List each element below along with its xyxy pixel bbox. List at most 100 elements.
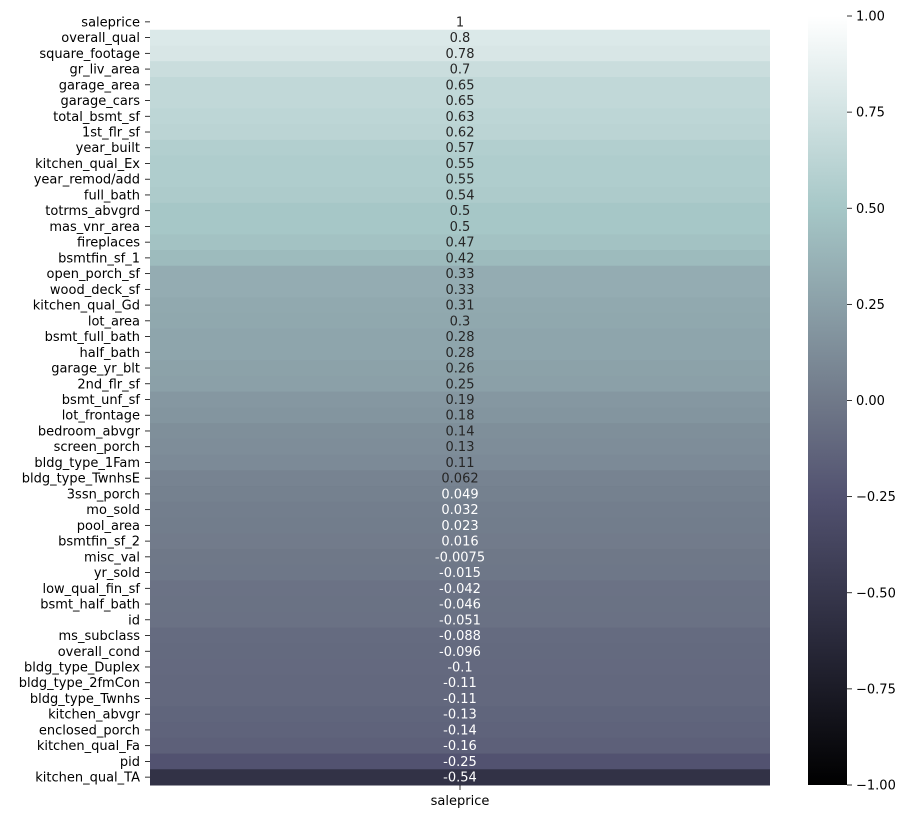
heatmap-cell (150, 407, 770, 424)
heatmap-cell (150, 344, 770, 361)
cell-value-label: 0.11 (446, 456, 475, 471)
cell-value-label: -0.16 (443, 739, 477, 754)
cell-value-label: 1 (456, 15, 464, 30)
y-tick-label: kitchen_abvgr (48, 708, 141, 723)
heatmap-cell (150, 769, 770, 786)
colorbar-tick-label: 0.25 (856, 298, 885, 313)
heatmap-cell (150, 533, 770, 550)
heatmap-cell (150, 187, 770, 204)
y-tick-label: 1st_flr_sf (82, 126, 140, 141)
heatmap-cell (150, 375, 770, 393)
y-tick-label: year_remod/add (34, 173, 140, 188)
heatmap-cell (150, 659, 770, 676)
x-tick-label: saleprice (431, 794, 490, 809)
y-tick-label: bsmtfin_sf_2 (58, 535, 140, 550)
heatmap-cell (150, 548, 770, 566)
cell-value-label: 0.5 (450, 220, 471, 235)
y-tick-label: kitchen_qual_TA (35, 771, 140, 786)
cell-value-label: 0.47 (446, 236, 475, 251)
y-tick-label: bsmt_half_bath (40, 598, 140, 613)
heatmap-cell (150, 281, 770, 298)
y-tick-label: bldg_type_1Fam (34, 456, 140, 471)
heatmap-cell (150, 29, 770, 46)
heatmap-cell (150, 171, 770, 188)
cell-value-label: 0.28 (446, 346, 475, 361)
colorbar-tick-label: 1.00 (856, 10, 885, 25)
cell-value-label: 0.57 (446, 141, 475, 156)
y-tick-label: year_built (76, 141, 140, 156)
cell-value-label: -0.11 (443, 692, 477, 707)
heatmap-cell (150, 753, 770, 770)
cell-value-label: -0.14 (443, 723, 477, 738)
colorbar-tick-label: 0.50 (856, 202, 885, 217)
cell-value-label: -0.096 (439, 645, 481, 660)
cell-value-label: -0.13 (443, 708, 477, 723)
heatmap-cell (150, 737, 770, 755)
y-tick-label: bsmt_unf_sf (62, 393, 141, 408)
colorbar-gradient (808, 16, 847, 785)
cell-value-label: 0.65 (446, 94, 475, 109)
heatmap-cell (150, 202, 770, 220)
heatmap-cell (150, 580, 770, 597)
colorbar: 1.00 0.75 0.50 0.25 0.00 −0.25 −0.50 −0.75 −1.00 (808, 10, 896, 794)
y-tick-label: lot_frontage (62, 409, 140, 424)
y-tick-label: bedroom_abvgr (38, 424, 141, 439)
cell-value-label: 0.65 (446, 78, 475, 93)
y-axis: salepriceoverall_qualsquare_footagegr_li… (19, 15, 150, 786)
heatmap-cell (150, 706, 770, 723)
cell-value-label: 0.33 (446, 283, 475, 298)
cell-value-label: 0.33 (446, 267, 475, 282)
colorbar-tick-label: −0.50 (856, 586, 896, 601)
cell-value-label: 0.28 (446, 330, 475, 345)
y-tick-label: lot_area (88, 314, 140, 329)
y-tick-label: garage_yr_blt (51, 362, 140, 377)
heatmap-cell (150, 124, 770, 141)
cell-value-label: 0.13 (446, 440, 475, 455)
y-tick-label: screen_porch (54, 440, 140, 455)
heatmap-cell (150, 486, 770, 503)
y-tick-label: kitchen_qual_Fa (37, 739, 140, 754)
x-axis: saleprice (431, 785, 490, 809)
colorbar-tick-label: −0.75 (856, 682, 896, 697)
cell-value-label: 0.31 (446, 299, 475, 314)
y-tick-label: misc_val (84, 550, 140, 565)
heatmap-cell (150, 92, 770, 109)
heatmap-cell (150, 250, 770, 267)
y-tick-label: bsmtfin_sf_1 (58, 251, 140, 266)
y-tick-label: open_porch_sf (47, 267, 141, 282)
heatmap-cell (150, 360, 770, 377)
y-tick-label: total_bsmt_sf (53, 110, 140, 125)
cell-value-label: -0.11 (443, 676, 477, 691)
heatmap-cell (150, 596, 770, 613)
heatmap-cell (150, 45, 770, 62)
y-tick-label: bldg_type_Duplex (24, 660, 140, 675)
heatmap-cell (150, 627, 770, 644)
cell-value-label: 0.032 (441, 503, 478, 518)
heatmap-cell (150, 674, 770, 692)
y-tick-label: id (128, 613, 140, 628)
cell-value-label: 0.19 (446, 393, 475, 408)
cell-value-label: 0.78 (446, 47, 475, 62)
heatmap-cell (150, 297, 770, 314)
cell-value-label: 0.18 (446, 409, 475, 424)
y-tick-label: overall_cond (58, 645, 140, 660)
y-tick-label: square_footage (39, 47, 140, 62)
heatmap-cells (150, 14, 770, 786)
cell-value-label: 0.023 (441, 519, 478, 534)
heatmap-cell (150, 643, 770, 660)
y-tick-label: bsmt_full_bath (45, 330, 140, 345)
cell-value-label: 0.25 (446, 377, 475, 392)
y-tick-label: mo_sold (86, 503, 140, 518)
y-tick-label: kitchen_qual_Ex (35, 157, 140, 172)
heatmap-cell (150, 690, 770, 707)
y-tick-label: low_qual_fin_sf (42, 582, 140, 597)
y-tick-label: 2nd_flr_sf (77, 377, 140, 392)
heatmap-cell (150, 391, 770, 408)
y-tick-label: half_bath (80, 346, 140, 361)
heatmap-cell (150, 438, 770, 456)
y-tick-label: mas_vnr_area (49, 220, 140, 235)
heatmap-cell (150, 155, 770, 172)
heatmap-cell (150, 61, 770, 78)
y-tick-label: totrms_abvgrd (45, 204, 140, 219)
heatmap-cell (150, 234, 770, 251)
